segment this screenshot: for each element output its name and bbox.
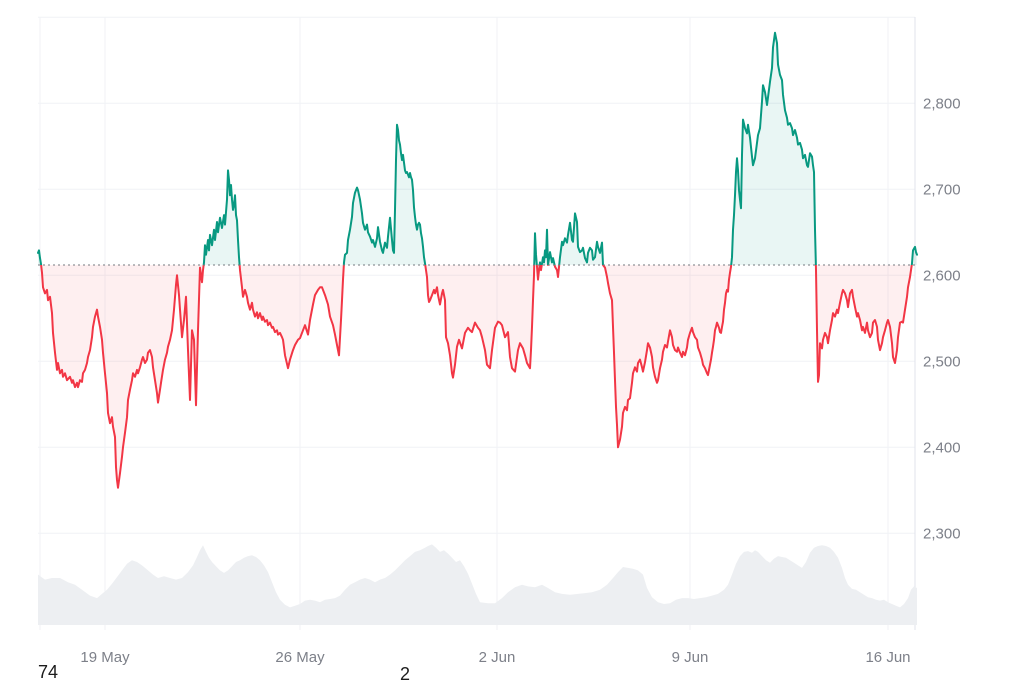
area-below-baseline — [41, 264, 912, 488]
price-line-down — [40, 264, 913, 489]
y-axis-label: 2,800 — [923, 95, 961, 112]
x-axis-label: 9 Jun — [672, 649, 709, 666]
volume-histogram — [38, 544, 917, 625]
y-axis-label: 2,300 — [923, 525, 961, 542]
y-axis-label: 2,500 — [923, 353, 961, 370]
area-above-baseline — [38, 32, 917, 265]
x-axis-label: 19 May — [80, 649, 130, 666]
overlay-number-center: 2 — [400, 664, 411, 683]
price-line-up — [37, 31, 918, 265]
y-axis-label: 2,600 — [923, 267, 961, 284]
x-axis-label: 2 Jun — [479, 649, 516, 666]
x-axis-label: 26 May — [275, 649, 325, 666]
y-axis-label: 2,400 — [923, 439, 961, 456]
overlay-number-left: 74 — [38, 662, 59, 682]
x-axis-label: 16 Jun — [865, 649, 910, 666]
y-axis-label: 2,700 — [923, 181, 961, 198]
